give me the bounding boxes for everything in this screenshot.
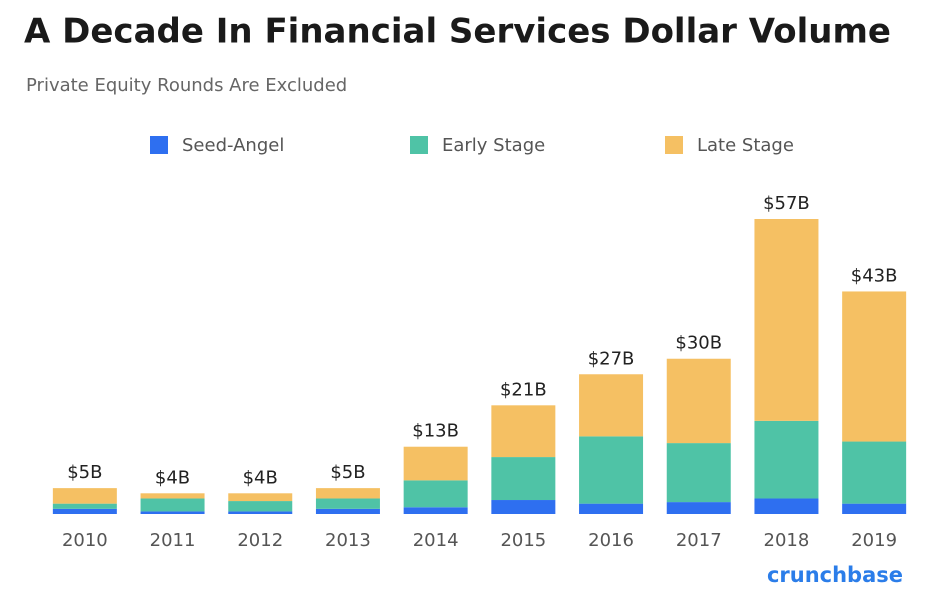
- chart-subtitle: Private Equity Rounds Are Excluded: [26, 75, 347, 96]
- x-tick-label: 2011: [150, 530, 196, 551]
- value-label: $4B: [155, 467, 190, 488]
- bar-segment: [315, 488, 380, 499]
- x-tick-label: 2016: [588, 530, 634, 551]
- legend-swatch: [410, 136, 428, 154]
- bar-segment: [754, 420, 819, 499]
- bar-segment: [140, 511, 205, 514]
- bar-segment: [52, 503, 117, 509]
- value-label: $5B: [67, 462, 102, 483]
- bar-segment: [140, 493, 205, 499]
- legend-label: Late Stage: [697, 135, 794, 156]
- bar-segment: [228, 511, 293, 514]
- bar-segment: [491, 457, 556, 501]
- x-tick-label: 2019: [851, 530, 897, 551]
- bar-segment: [491, 500, 556, 514]
- bar-segment: [666, 358, 731, 444]
- value-label: $5B: [330, 462, 365, 483]
- value-label: $30B: [675, 333, 722, 354]
- legend-swatch: [665, 136, 683, 154]
- x-tick-label: 2013: [325, 530, 371, 551]
- bar-segment: [315, 508, 380, 514]
- bar-segment: [579, 374, 644, 437]
- value-label: $43B: [851, 265, 898, 286]
- bar-segment: [842, 503, 907, 514]
- value-label: $4B: [243, 467, 278, 488]
- bar-segment: [315, 498, 380, 509]
- legend-label: Early Stage: [442, 135, 545, 156]
- bar-segment: [52, 508, 117, 514]
- bar-segment: [579, 436, 644, 504]
- bar-segment: [403, 507, 468, 514]
- bar-segment: [579, 503, 644, 514]
- value-label: $21B: [500, 379, 547, 400]
- bar-segment: [228, 501, 293, 512]
- legend-swatch: [150, 136, 168, 154]
- bar-segment: [754, 219, 819, 421]
- bar-segment: [842, 441, 907, 504]
- value-label: $27B: [588, 348, 635, 369]
- x-tick-label: 2012: [237, 530, 283, 551]
- chart-title: A Decade In Financial Services Dollar Vo…: [24, 12, 891, 52]
- bar-segment: [666, 502, 731, 514]
- bar-segment: [842, 291, 907, 442]
- bar-segment: [491, 405, 556, 458]
- x-tick-label: 2015: [500, 530, 546, 551]
- bar-segment: [228, 493, 293, 502]
- bar-segment: [666, 443, 731, 503]
- value-label: $57B: [763, 193, 810, 214]
- bar-segment: [754, 498, 819, 514]
- legend-label: Seed-Angel: [182, 135, 284, 156]
- bar-segment: [140, 498, 205, 512]
- x-tick-label: 2010: [62, 530, 108, 551]
- bar-segment: [52, 488, 117, 504]
- value-label: $13B: [412, 421, 459, 442]
- bar-segment: [403, 446, 468, 481]
- x-tick-label: 2017: [676, 530, 722, 551]
- x-tick-label: 2014: [413, 530, 459, 551]
- source-logo: crunchbase: [767, 563, 903, 587]
- x-tick-label: 2018: [764, 530, 810, 551]
- bar-segment: [403, 480, 468, 508]
